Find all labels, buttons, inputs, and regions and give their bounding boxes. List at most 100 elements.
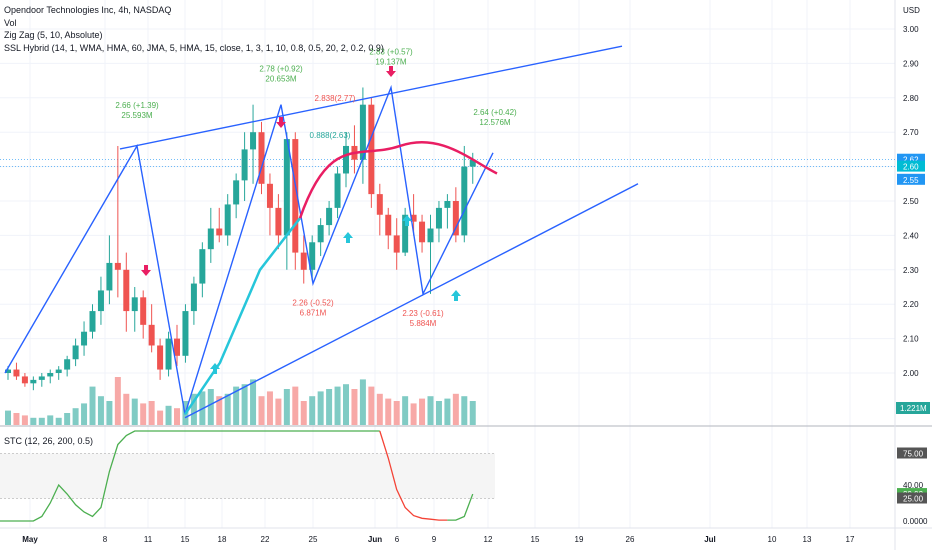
- candle-body: [402, 214, 409, 253]
- candle-body: [444, 201, 451, 208]
- volume-bar: [292, 386, 299, 425]
- candle-body: [368, 104, 375, 195]
- volume-bar: [38, 417, 45, 425]
- candle-body: [410, 214, 417, 222]
- candle-body: [376, 194, 383, 215]
- volume-bar: [216, 396, 223, 425]
- volume-bar: [5, 410, 11, 425]
- time-axis-tick: 6: [395, 535, 400, 544]
- volume-bar: [444, 398, 451, 425]
- ssl-indicator-label[interactable]: SSL Hybrid (14, 1, WMA, HMA, 60, JMA, 5,…: [4, 42, 384, 53]
- volume-bar: [114, 377, 121, 425]
- sell-arrow: [141, 265, 151, 276]
- candle-body: [64, 359, 71, 370]
- time-axis-tick: 26: [626, 535, 635, 544]
- candle-body: [393, 235, 400, 253]
- time-axis-tick: May: [22, 535, 38, 544]
- volume-bar: [207, 389, 214, 425]
- time-axis-tick: 9: [432, 535, 437, 544]
- time-axis-tick: 15: [181, 535, 190, 544]
- zigzag-price-label: 2.26 (-0.52): [292, 299, 334, 308]
- symbol-title[interactable]: Opendoor Technologies Inc, 4h, NASDAQ: [4, 5, 172, 15]
- candle-body: [47, 373, 54, 377]
- volume-bar: [343, 384, 349, 425]
- stc-badge: [897, 492, 927, 504]
- volume-bar: [351, 389, 358, 425]
- stc-band: [0, 453, 495, 499]
- candle-body: [427, 228, 434, 243]
- volume-badge-text: 1.221M: [900, 404, 927, 413]
- price-axis-tick: 2.50: [903, 197, 919, 206]
- ssl-label: 2.838(2.77): [315, 94, 356, 103]
- candle-body: [359, 104, 366, 160]
- candle-body: [199, 249, 206, 284]
- volume-bar: [123, 393, 130, 425]
- candle-body: [385, 214, 392, 236]
- volume-bar: [410, 403, 417, 425]
- volume-bar: [376, 393, 383, 425]
- volume-bar: [300, 401, 307, 425]
- zigzag-price-label: 2.78 (+0.92): [259, 65, 303, 74]
- zigzag-price-label: 2.23 (-0.61): [402, 309, 444, 318]
- volume-bar: [435, 401, 442, 425]
- zigzag-indicator-label[interactable]: Zig Zag (5, 10, Absolute): [4, 30, 103, 40]
- stc-axis-tick: 40.00: [903, 481, 924, 490]
- candle-body: [97, 290, 104, 312]
- buy-arrow: [343, 232, 353, 243]
- candle-body: [216, 228, 223, 236]
- zigzag-line: [4, 84, 494, 415]
- stc-axis-tick: 25.00: [903, 495, 924, 504]
- price-badge-text: 2.60: [903, 163, 919, 172]
- price-badge: [897, 160, 925, 172]
- price-axis-tick: 3.00: [903, 25, 919, 34]
- volume-bar: [250, 379, 257, 425]
- volume-bar: [55, 417, 62, 425]
- price-badge: [897, 153, 925, 165]
- stc-axis-tick: 75.00: [903, 450, 924, 459]
- volume-bar: [64, 413, 71, 425]
- time-axis-tick: 22: [261, 535, 270, 544]
- time-axis-tick: 13: [803, 535, 812, 544]
- candle-body: [38, 376, 45, 380]
- candle-body: [334, 173, 341, 208]
- candle-body: [343, 145, 349, 174]
- volume-bar: [47, 415, 54, 425]
- candle-body: [326, 207, 333, 226]
- candle-body: [300, 252, 307, 270]
- candle-body: [317, 225, 324, 243]
- price-axis-tick: 2.40: [903, 231, 919, 240]
- volume-bar: [283, 389, 290, 425]
- candle-body: [123, 269, 130, 312]
- price-axis-tick: 2.30: [903, 266, 919, 275]
- zigzag-volume-label: 19.137M: [375, 57, 406, 66]
- time-axis-tick: 10: [768, 535, 777, 544]
- candle-body: [266, 183, 273, 208]
- volume-bar: [452, 393, 459, 425]
- volume-bar: [275, 398, 282, 425]
- zigzag-volume-label: 12.576M: [479, 118, 510, 127]
- time-axis-tick: 25: [309, 535, 318, 544]
- candle-body: [157, 345, 164, 370]
- volume-bar: [190, 393, 197, 425]
- candle-body: [81, 331, 88, 346]
- volume-bar: [233, 386, 240, 425]
- volume-indicator-label[interactable]: Vol: [4, 17, 17, 28]
- volume-bar: [393, 401, 400, 425]
- candle-body: [250, 132, 257, 150]
- volume-bar: [402, 396, 409, 425]
- zigzag-volume-label: 25.593M: [121, 111, 152, 120]
- zigzag-volume-label: 5.884M: [410, 319, 437, 328]
- volume-bar: [72, 408, 79, 425]
- price-axis-tick: 2.80: [903, 94, 919, 103]
- volume-bar: [461, 396, 468, 425]
- volume-bar: [266, 391, 273, 425]
- volume-bar: [469, 401, 476, 425]
- candle-body: [283, 139, 290, 236]
- lower-trendline: [184, 183, 639, 419]
- stc-indicator-label[interactable]: STC (12, 26, 200, 0.5): [4, 436, 94, 446]
- price-badge: [897, 173, 925, 185]
- volume-bar: [131, 398, 138, 425]
- volume-bar: [309, 396, 316, 425]
- candle-body: [89, 311, 96, 332]
